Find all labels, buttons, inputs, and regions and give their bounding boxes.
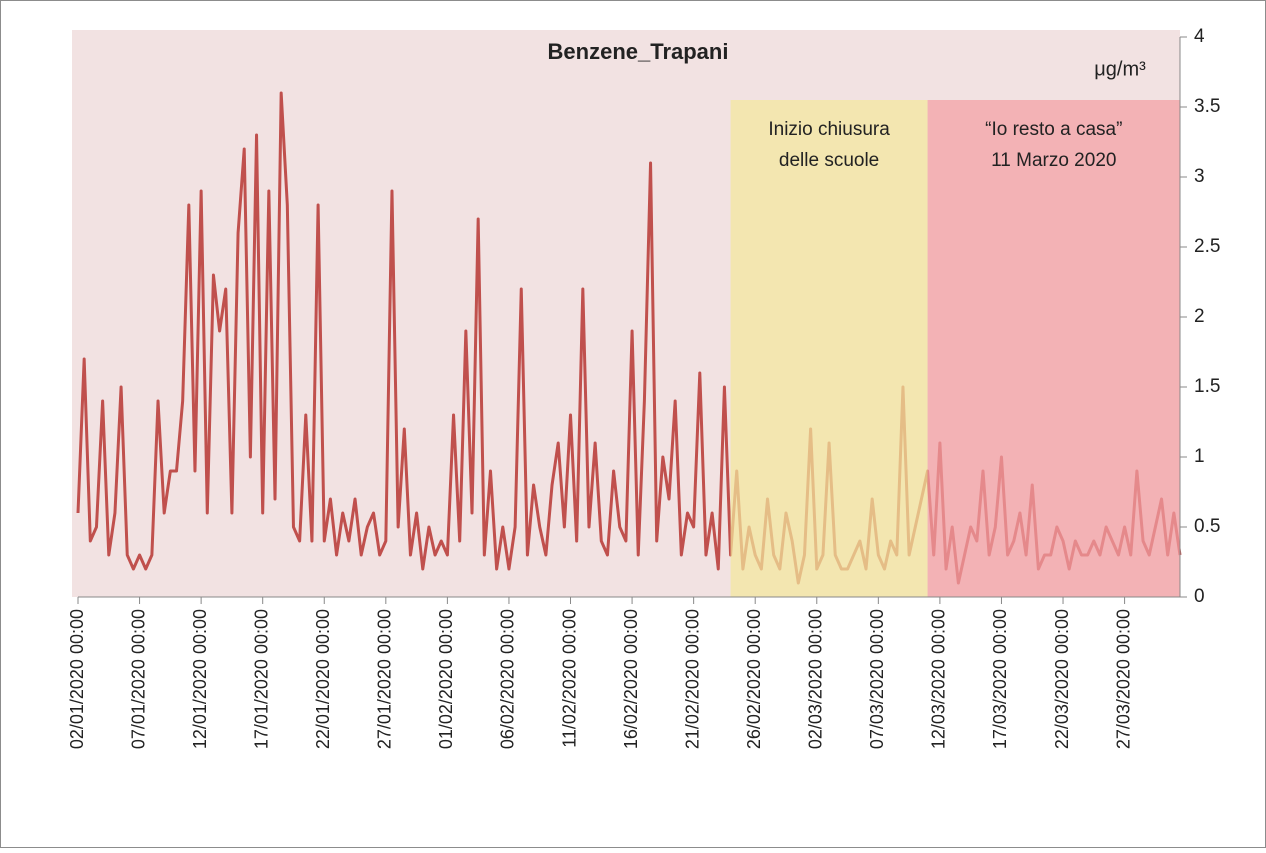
band-label: “Io resto a casa”	[985, 119, 1122, 140]
band-label: 11 Marzo 2020	[991, 150, 1116, 171]
x-tick-label: 07/01/2020 00:00	[128, 609, 148, 749]
x-tick-label: 16/02/2020 00:00	[621, 609, 641, 749]
x-tick-label: 11/02/2020 00:00	[559, 609, 579, 748]
unit-label: μg/m³	[1094, 58, 1146, 80]
y-tick-label: 1	[1194, 446, 1205, 467]
x-tick-label: 17/03/2020 00:00	[990, 609, 1010, 749]
y-tick-label: 3	[1194, 166, 1205, 187]
band-label: delle scuole	[779, 150, 879, 171]
y-tick-label: 0.5	[1194, 516, 1220, 537]
x-tick-label: 22/03/2020 00:00	[1052, 609, 1072, 749]
y-tick-label: 0	[1194, 586, 1205, 607]
y-tick-label: 2	[1194, 306, 1205, 327]
y-tick-label: 1.5	[1194, 376, 1220, 397]
x-tick-label: 02/01/2020 00:00	[67, 609, 87, 749]
x-tick-label: 12/01/2020 00:00	[190, 609, 210, 749]
period-band	[730, 100, 928, 597]
x-tick-label: 27/03/2020 00:00	[1113, 609, 1133, 749]
x-tick-label: 27/01/2020 00:00	[375, 609, 395, 749]
x-tick-label: 12/03/2020 00:00	[929, 609, 949, 749]
chart-title: Benzene_Trapani	[548, 39, 729, 64]
x-tick-label: 17/01/2020 00:00	[251, 609, 271, 749]
x-tick-label: 06/02/2020 00:00	[498, 609, 518, 749]
y-tick-label: 3.5	[1194, 96, 1220, 117]
band-label: Inizio chiusura	[768, 119, 890, 140]
x-tick-label: 01/02/2020 00:00	[436, 609, 456, 749]
period-band	[927, 100, 1180, 597]
x-tick-label: 26/02/2020 00:00	[744, 609, 764, 749]
x-tick-label: 21/02/2020 00:00	[682, 609, 702, 749]
y-tick-label: 2.5	[1194, 236, 1220, 257]
x-tick-label: 02/03/2020 00:00	[806, 609, 826, 749]
x-tick-label: 07/03/2020 00:00	[867, 609, 887, 749]
y-tick-label: 4	[1194, 26, 1205, 47]
x-tick-label: 22/01/2020 00:00	[313, 609, 333, 749]
